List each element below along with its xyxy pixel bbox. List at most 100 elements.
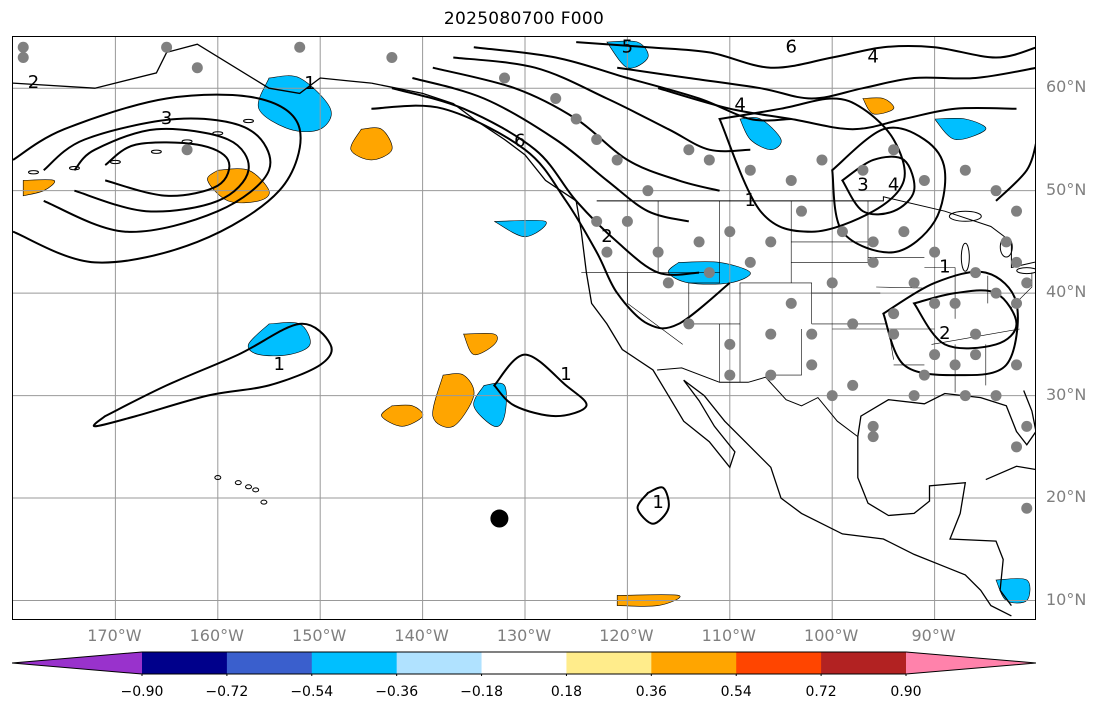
station-dot — [724, 369, 736, 381]
colorbar-extend-high — [906, 652, 1036, 674]
station-dot — [826, 277, 838, 289]
station-dot — [683, 144, 695, 156]
great-lake — [948, 210, 982, 222]
station-dot — [744, 256, 756, 268]
contour-lines — [13, 41, 1035, 525]
contour-label: 2 — [28, 72, 39, 93]
pacific-coastline — [371, 82, 1012, 617]
station-dot — [888, 308, 900, 320]
lat-label: 10°N — [1046, 589, 1087, 609]
contour-label: 2 — [939, 323, 950, 344]
contour-line-1 — [92, 322, 333, 428]
station-dot — [703, 154, 715, 166]
station-dot — [908, 390, 920, 402]
lat-label: 20°N — [1046, 487, 1087, 507]
station-dot — [652, 246, 664, 258]
station-dot — [191, 62, 203, 74]
station-dot — [1011, 205, 1023, 217]
station-dot — [867, 236, 879, 248]
station-dot — [1011, 359, 1023, 371]
aleutian-island — [109, 159, 121, 165]
contour-line-14 — [576, 41, 1035, 69]
coastlines — [13, 43, 1035, 617]
station-dot — [785, 297, 797, 309]
station-dot — [918, 369, 930, 381]
contour-line-16 — [657, 87, 1017, 131]
station-dot — [765, 236, 777, 248]
colorbar-segment — [821, 652, 907, 674]
colorbar-tick-label: 0.36 — [635, 684, 667, 700]
contour-label: 1 — [304, 73, 315, 94]
station-dot — [1021, 420, 1033, 432]
colorbar-segment — [481, 652, 567, 674]
station-dot — [970, 328, 982, 340]
station-dot — [17, 51, 29, 63]
station-dot — [990, 185, 1002, 197]
colorbar-tick-label: −0.36 — [375, 684, 419, 700]
contour-line-11 — [432, 66, 720, 192]
colorbar-tick-label: 0.72 — [805, 684, 837, 700]
colorbar-segment — [226, 652, 313, 674]
colorbar-segment — [142, 652, 228, 674]
anomaly-region-15 — [494, 220, 547, 238]
contour-label: 4 — [888, 175, 899, 196]
contour-line-9 — [391, 87, 700, 276]
station-dot — [662, 277, 674, 289]
station-dot — [621, 215, 633, 227]
hawaii-island — [234, 480, 242, 486]
hawaii-island — [260, 499, 268, 505]
lat-label: 40°N — [1046, 282, 1087, 302]
contour-line-6 — [73, 127, 250, 213]
colorbar-segment — [396, 652, 483, 674]
contour-line-2 — [492, 353, 588, 418]
station-dot — [591, 215, 603, 227]
anomaly-region-17 — [862, 97, 895, 115]
contour-label: 2 — [601, 226, 612, 247]
colorbar — [12, 651, 1036, 676]
station-dot — [836, 226, 848, 238]
station-dot — [499, 72, 511, 84]
contour-label: 4 — [734, 95, 745, 116]
station-dot — [1011, 297, 1023, 309]
contour-label: 1 — [939, 257, 950, 278]
station-dot — [386, 51, 398, 63]
station-dot — [908, 277, 920, 289]
station-dot — [724, 338, 736, 350]
station-dot — [1011, 256, 1023, 268]
lon-label: 130°W — [496, 626, 552, 645]
station-dot — [1000, 236, 1012, 248]
aleutian-island — [150, 149, 162, 154]
anomaly-region-3 — [350, 127, 393, 161]
station-dot — [744, 164, 756, 176]
station-dots — [17, 41, 1033, 528]
hawaii-island — [214, 475, 222, 481]
contour-line-15 — [617, 66, 1035, 100]
contour-line-13 — [473, 46, 792, 122]
state-line — [765, 329, 802, 376]
contour-label: 3 — [857, 175, 868, 196]
station-dot — [826, 390, 838, 402]
station-dot — [724, 226, 736, 238]
cuba-coastline — [985, 465, 1035, 481]
station-dot — [888, 328, 900, 340]
station-dot — [847, 379, 859, 391]
station-dot — [181, 144, 193, 156]
contour-line-17 — [718, 97, 906, 233]
lon-label: 110°W — [701, 626, 756, 645]
contour-line-18 — [841, 155, 916, 216]
lon-label: 160°W — [189, 626, 244, 645]
station-dot — [867, 431, 879, 443]
colorbar-segment — [736, 652, 822, 674]
station-dot — [898, 226, 910, 238]
colorbar-tick-label: 0.18 — [550, 684, 583, 700]
lon-label: 140°W — [394, 626, 449, 645]
colorbar-segment — [311, 652, 398, 674]
lon-label: 170°W — [87, 626, 142, 645]
station-dot — [550, 92, 562, 104]
colorbar-tick-label: −0.54 — [290, 684, 334, 700]
great-lake — [1016, 267, 1035, 275]
lon-label: 100°W — [804, 626, 859, 645]
hawaii-island — [245, 484, 253, 490]
